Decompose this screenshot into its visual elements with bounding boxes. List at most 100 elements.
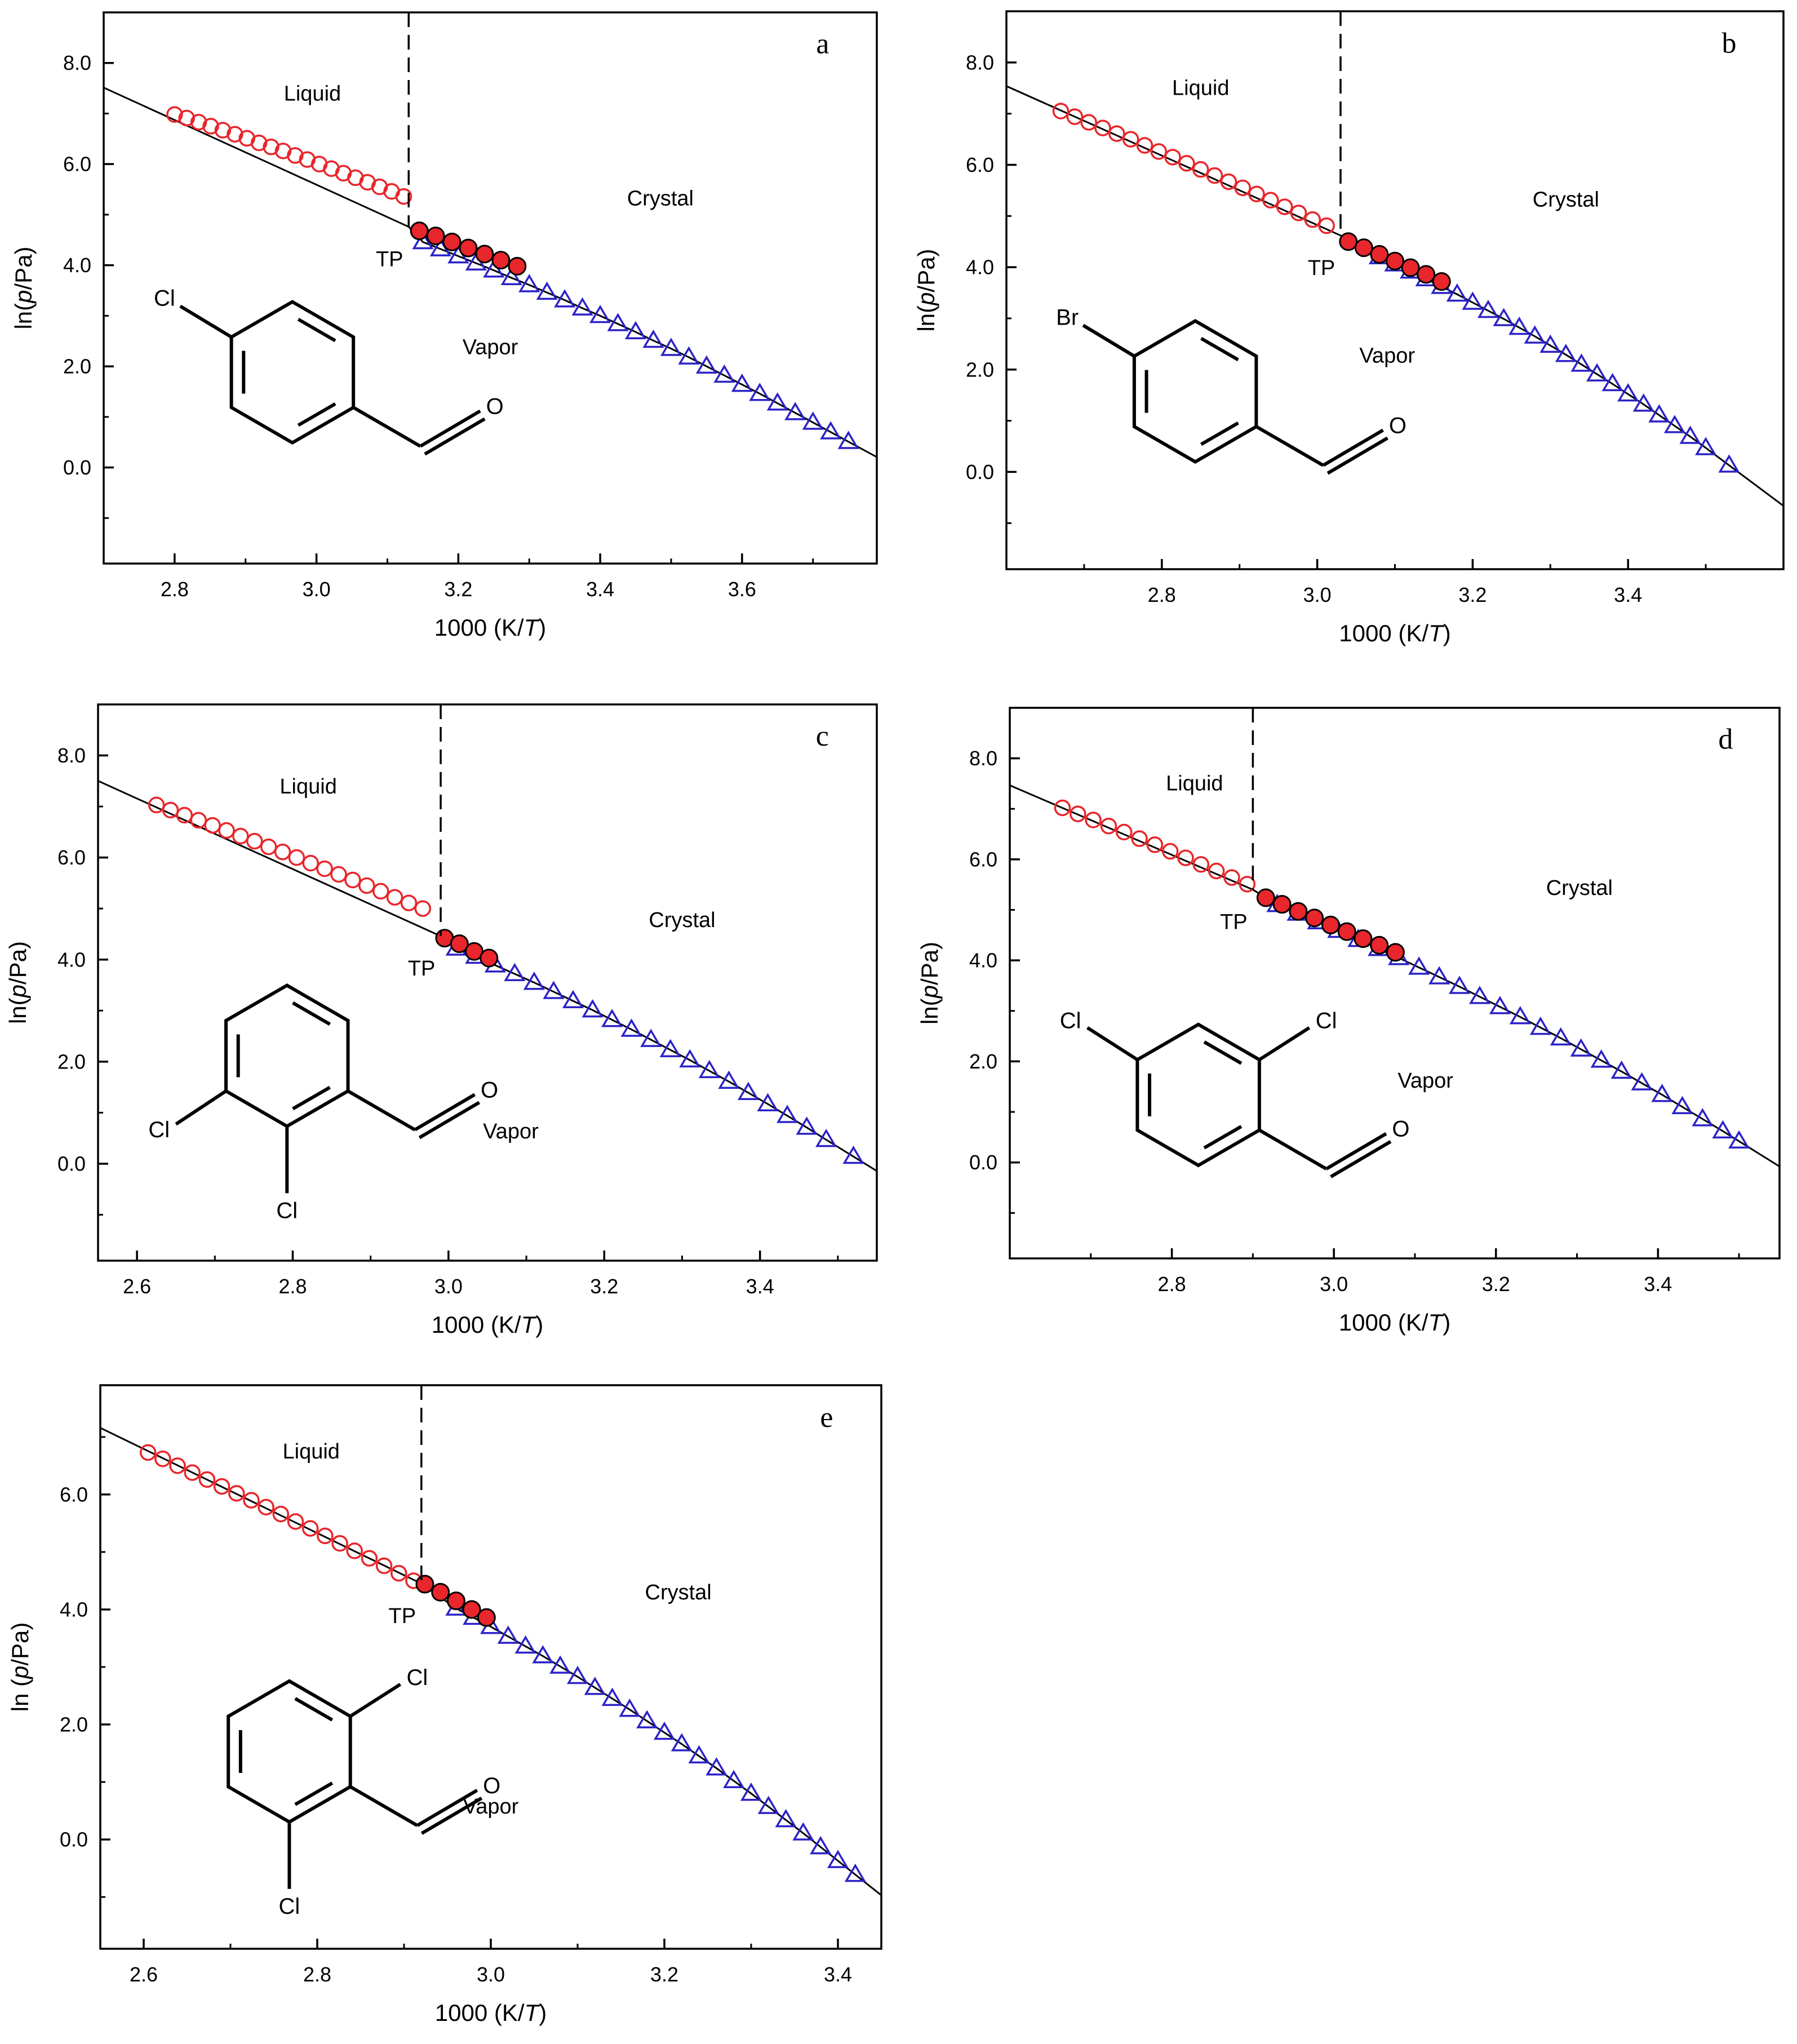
y-axis-label: ln(p/Pa) (10, 246, 37, 329)
benzene-ring (224, 983, 350, 1128)
panel-letter: b (1721, 27, 1736, 59)
crystal-point (1386, 943, 1405, 962)
vapor-point (1539, 334, 1561, 353)
double-bond (1200, 336, 1239, 362)
liquid-fit-line (104, 87, 409, 228)
vapor-point (1718, 454, 1740, 473)
liquid-point (1161, 843, 1179, 860)
x-tick-label: 2.8 (161, 578, 189, 601)
liquid-point (1220, 173, 1237, 190)
vapor-point (640, 1028, 662, 1047)
vapor-point (1529, 1016, 1551, 1035)
liquid-fit-line (1006, 85, 1341, 237)
crystal-point (426, 227, 445, 246)
molecule-structure: O Cl Cl (227, 1665, 500, 1919)
vapor-point (1408, 956, 1430, 975)
vapor-point (1555, 343, 1577, 362)
carbonyl-bond (1322, 428, 1384, 467)
liquid-point (178, 109, 196, 127)
vapor-point (688, 1745, 710, 1764)
liquid-point (139, 1444, 157, 1461)
carbonyl-bond (1325, 1132, 1387, 1170)
x-tick-label: 2.6 (123, 1275, 151, 1298)
vapor-point (412, 230, 434, 250)
liquid-point (1094, 119, 1111, 136)
crystal-point (1370, 935, 1389, 955)
chart-panel-a: 2.8 3.0 3.2 3.4 3.6 0.0 2.0 4.0 6.0 8.0 1000 (K/T)… (10, 11, 878, 641)
crystal-point (462, 1600, 481, 1619)
vapor-point (1692, 1108, 1714, 1127)
atom-halogen-1: Cl (407, 1665, 428, 1690)
x-tick-label: 3.4 (586, 578, 614, 601)
double-bond (1203, 1125, 1243, 1150)
y-tick-label: 2.0 (60, 1713, 88, 1736)
double-bond (297, 317, 336, 343)
vapor-point (1524, 325, 1546, 344)
liquid-point (1108, 125, 1125, 142)
liquid-point (1290, 205, 1307, 221)
liquid-point (166, 106, 183, 123)
crystal-point (1354, 929, 1373, 948)
y-tick-label: 2.0 (57, 1050, 86, 1073)
x-tick-label: 2.6 (130, 1963, 158, 1986)
benzene-ring (1135, 1022, 1261, 1168)
liquid-point (346, 1542, 363, 1559)
crystal-series (415, 1575, 496, 1627)
liquid-point (331, 1535, 348, 1552)
y-tick-label: 6.0 (63, 153, 91, 176)
substituent-bond (349, 1683, 402, 1718)
vapor-point (1601, 373, 1623, 392)
liquid-point (1070, 805, 1086, 822)
liquid-series (1052, 103, 1335, 234)
vapor-point (624, 321, 647, 340)
crystal-point (491, 251, 511, 270)
crystal-point (1401, 258, 1420, 277)
vapor-point (1509, 1006, 1531, 1025)
x-tick-label: 3.0 (1303, 583, 1332, 606)
y-tick-label: 2.0 (969, 1050, 997, 1073)
liquid-point (1234, 179, 1251, 197)
liquid-point (260, 838, 277, 855)
liquid-point (198, 1471, 216, 1488)
liquid-series (1054, 799, 1256, 893)
vapor-point (698, 1059, 720, 1079)
carbonyl-double-bond (1330, 1140, 1392, 1178)
double-bond (294, 1781, 334, 1806)
y-tick-label: 8.0 (63, 51, 91, 74)
liquid-point (1223, 869, 1240, 886)
y-axis-label: ln(p/Pa) (5, 941, 31, 1024)
liquid-point (316, 860, 333, 877)
y-tick-label: 8.0 (966, 51, 994, 74)
vapor-point (766, 392, 788, 411)
liquid-point (302, 854, 320, 872)
vapor-region-label: Vapor (463, 1795, 519, 1819)
liquid-point (1080, 114, 1097, 131)
panel-letter: d (1718, 724, 1733, 756)
crystal-point (446, 1591, 465, 1611)
liquid-point (287, 1513, 304, 1530)
crystal-point (1337, 922, 1356, 941)
vapor-series (412, 230, 859, 449)
y-tick-label: 6.0 (969, 848, 997, 871)
vapor-point (713, 364, 735, 383)
liquid-point (232, 827, 249, 845)
y-tick-label: 6.0 (60, 1483, 88, 1506)
liquid-point (1178, 155, 1195, 172)
carbonyl-double-bond (1326, 436, 1388, 475)
atom-halogen-1: Cl (148, 1118, 170, 1142)
carbonyl-double-bond (424, 417, 486, 456)
liquid-point (375, 1557, 393, 1575)
aldehyde-bond (1255, 425, 1324, 467)
vapor-point (642, 329, 664, 348)
atom-halogen-2: Cl (279, 1894, 300, 1919)
vapor-point (571, 297, 593, 316)
liquid-fit-line (100, 1427, 422, 1585)
vapor-point (731, 373, 753, 392)
liquid-point (1192, 161, 1209, 178)
vapor-point (784, 402, 806, 420)
vapor-point (1651, 1084, 1673, 1102)
liquid-point (169, 1457, 186, 1474)
x-tick-label: 3.4 (824, 1963, 852, 1986)
x-tick-label: 3.0 (1320, 1272, 1348, 1296)
liquid-point (258, 1498, 274, 1516)
